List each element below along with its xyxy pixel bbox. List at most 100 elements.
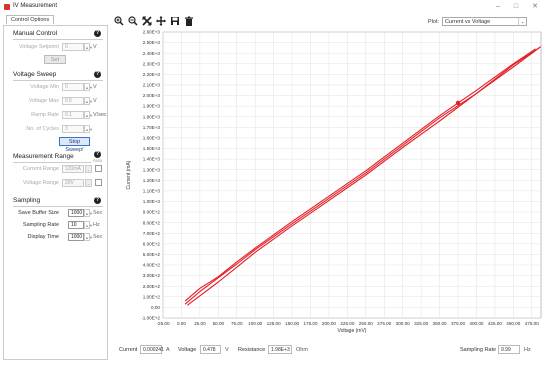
- y-tick-label: 2.10E+3: [143, 83, 161, 88]
- tab-control-options[interactable]: Control Options: [6, 15, 55, 24]
- y-tick-label: 8.00E+2: [143, 220, 161, 225]
- app-icon: [4, 4, 10, 10]
- buffer-size-stepper[interactable]: ▲▼: [84, 209, 93, 217]
- ramp-rate-input[interactable]: 0.1: [62, 111, 84, 119]
- series-line: [186, 46, 541, 306]
- sampling-rate-input[interactable]: 10: [68, 221, 84, 229]
- reset-zoom-icon[interactable]: [142, 16, 152, 26]
- x-tick-label: 50.00: [213, 321, 225, 326]
- x-tick-label: 150.00: [285, 321, 299, 326]
- cycles-input[interactable]: 3: [62, 125, 84, 133]
- x-tick-label: 375.00: [451, 321, 465, 326]
- display-time-row: Display Time 1000 ▲▼ Sec: [4, 233, 107, 242]
- voltage-range-row: Voltage Range 20V ⌄: [4, 179, 107, 188]
- x-tick-label: 250.00: [359, 321, 373, 326]
- voltage-label: Voltage: [178, 347, 197, 353]
- help-icon[interactable]: ?: [94, 197, 101, 204]
- ramp-rate-stepper[interactable]: ▲▼: [84, 111, 93, 119]
- display-time-input[interactable]: 1000: [68, 233, 84, 241]
- voltage-range-label: Voltage Range: [22, 180, 59, 186]
- sampling-rate-stepper[interactable]: ▲▼: [84, 221, 93, 229]
- voltage-range-select[interactable]: 20V: [62, 179, 84, 187]
- y-tick-label: 2.60E+3: [143, 30, 161, 35]
- x-tick-label: 75.00: [231, 321, 243, 326]
- y-tick-label: 1.00E+2: [143, 294, 161, 299]
- voltage-range-value: 20V: [65, 180, 74, 186]
- y-tick-label: 2.20E+3: [143, 72, 161, 77]
- y-tick-label: 1.10E+3: [143, 188, 161, 193]
- unit-label: Sec: [93, 234, 103, 240]
- section-title: Manual Control: [13, 30, 58, 37]
- voltage-max-label: Voltage Max: [28, 98, 59, 104]
- voltage-auto-checkbox[interactable]: [95, 179, 102, 186]
- iv-chart[interactable]: -25.00 0.00 25.00 50.00 75.00 100.00 125.00 150…: [113, 28, 543, 344]
- sampling-rate-readout: 9.99: [498, 345, 520, 354]
- voltage-min-row: Voltage Min 0 ▲▼ V: [4, 83, 107, 92]
- current-readout: 0.000241: [140, 345, 164, 354]
- y-tick-label: 1.60E+3: [143, 136, 161, 141]
- current-range-dropdown[interactable]: ⌄: [85, 165, 92, 173]
- help-icon[interactable]: ?: [94, 151, 101, 158]
- plot-selector-label: Plot:: [428, 19, 440, 25]
- current-range-label: Current Range: [22, 166, 59, 172]
- current-point-marker: [455, 100, 461, 106]
- x-tick-label: 0.00: [177, 321, 186, 326]
- voltage-setpoint-stepper[interactable]: ▲▼: [84, 43, 93, 51]
- unit-label: V: [93, 84, 97, 90]
- save-icon[interactable]: [170, 16, 180, 26]
- y-tick-label: 1.70E+3: [143, 125, 161, 130]
- buffer-size-input[interactable]: 1000: [68, 209, 84, 217]
- y-axis-label: Current (mA): [126, 160, 132, 189]
- ramp-rate-label: Ramp Rate: [31, 112, 59, 118]
- unit-label: Hz: [524, 347, 531, 353]
- voltage-max-input[interactable]: 0.5: [62, 97, 84, 105]
- section-title: Sampling: [13, 197, 41, 204]
- minimize-button[interactable]: –: [496, 3, 500, 10]
- cycles-stepper[interactable]: ▲▼: [84, 125, 93, 133]
- window-title: IV Measurement: [13, 3, 58, 9]
- y-tick-label: 2.40E+3: [143, 51, 161, 56]
- x-tick-label: 350.00: [433, 321, 447, 326]
- voltage-max-stepper[interactable]: ▲▼: [84, 97, 93, 105]
- resistance-readout: 1.98E+3: [268, 345, 292, 354]
- x-tick-label: 325.00: [414, 321, 428, 326]
- y-tick-label: 6.00E+2: [143, 241, 161, 246]
- y-tick-label: 3.00E+2: [143, 273, 161, 278]
- voltage-min-stepper[interactable]: ▲▼: [84, 83, 93, 91]
- help-icon[interactable]: ?: [94, 30, 101, 37]
- zoom-out-icon[interactable]: [128, 16, 138, 26]
- y-tick-label: 1.80E+3: [143, 114, 161, 119]
- voltage-min-input[interactable]: 0: [62, 83, 84, 91]
- y-tick-label: 2.50E+3: [143, 40, 161, 45]
- voltage-setpoint-input[interactable]: 0: [62, 43, 84, 51]
- delete-icon[interactable]: [184, 16, 194, 26]
- current-range-row: Current Range 120mA ⌄: [4, 165, 107, 174]
- maximize-button[interactable]: □: [513, 3, 519, 10]
- x-tick-label: 100.00: [248, 321, 262, 326]
- y-tick-label: 9.00E+2: [143, 210, 161, 215]
- voltage-range-dropdown[interactable]: ⌄: [85, 179, 92, 187]
- y-tick-label: 2.00E+2: [143, 284, 161, 289]
- display-time-stepper[interactable]: ▲▼: [84, 233, 93, 241]
- help-icon[interactable]: ?: [94, 71, 101, 78]
- x-tick-label: 175.00: [303, 321, 317, 326]
- plot-select[interactable]: Current vs Voltage ⌄: [442, 17, 527, 26]
- stop-sweep-button[interactable]: Stop Sweep!: [59, 137, 90, 153]
- unit-label: V: [93, 44, 97, 50]
- divider: [13, 206, 103, 207]
- ramp-rate-row: Ramp Rate 0.1 ▲▼ V/sec: [4, 111, 107, 120]
- x-tick-label: 425.00: [488, 321, 502, 326]
- y-tick-label: 5.00E+2: [143, 252, 161, 257]
- close-button[interactable]: ✕: [532, 3, 538, 10]
- voltage-readout: 0.478: [200, 345, 221, 354]
- y-tick-label: 1.90E+3: [143, 104, 161, 109]
- y-tick-label: 1.40E+3: [143, 157, 161, 162]
- y-tick-label: -1.00E+2: [141, 316, 160, 321]
- current-auto-checkbox[interactable]: [95, 165, 102, 172]
- pan-icon[interactable]: [156, 16, 166, 26]
- sampling-rate-status-label: Sampling Rate: [460, 347, 497, 353]
- cycles-label: No. of Cycles: [26, 126, 59, 132]
- zoom-in-icon[interactable]: [114, 16, 124, 26]
- current-range-select[interactable]: 120mA: [62, 165, 84, 173]
- set-button[interactable]: Set: [44, 55, 66, 64]
